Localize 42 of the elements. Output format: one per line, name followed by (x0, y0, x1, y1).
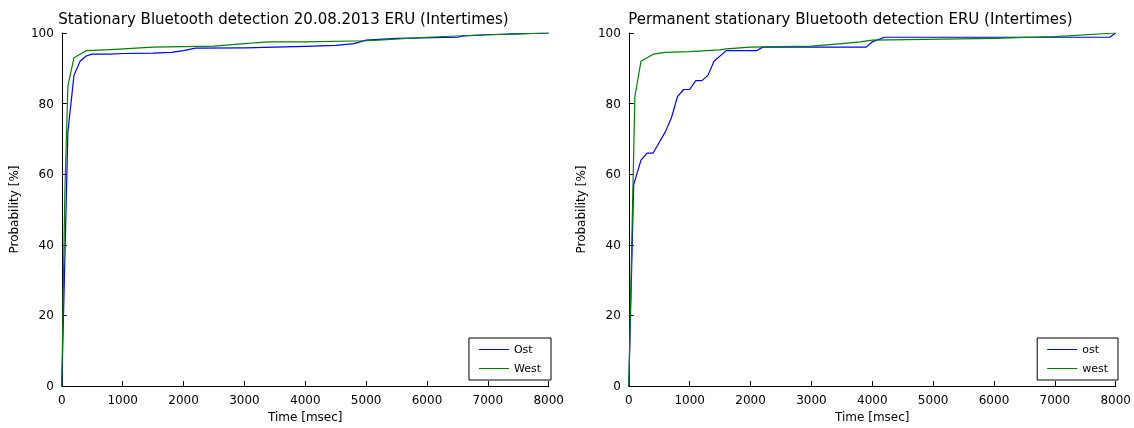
x-tick-label: 8000 (1100, 393, 1131, 408)
x-tick-label: 0 (57, 393, 66, 408)
x-tick-label: 4000 (289, 393, 321, 408)
x-tick-label: 4000 (856, 393, 888, 408)
x-tick-label: 5000 (917, 393, 949, 408)
x-axis-title: Time [msec] (267, 410, 343, 424)
y-tick-label: 60 (605, 167, 621, 182)
y-tick-label: 60 (38, 167, 54, 182)
x-tick-label: 0 (624, 393, 633, 408)
y-tick-label: 40 (605, 237, 621, 252)
y-tick-label: 100 (30, 26, 54, 40)
x-axis-title: Time [msec] (834, 410, 910, 424)
x-tick-label: 3000 (229, 393, 260, 408)
y-tick-label: 0 (46, 379, 54, 394)
line-series (61, 32, 550, 387)
x-tick-label: 2000 (168, 393, 199, 408)
x-tick-label: 7000 (472, 393, 504, 408)
y-tick-label: 80 (38, 96, 54, 111)
legend-label: ost (1082, 343, 1100, 356)
legend-label: west (1082, 362, 1109, 375)
line-series (628, 32, 1117, 387)
legend-label: West (513, 362, 542, 375)
chart-title: Permanent stationary Bluetooth detection ERU (Intertimes) (628, 9, 1073, 28)
x-tick-label: 6000 (411, 393, 443, 408)
x-tick-label: 3000 (796, 393, 827, 408)
y-tick-label: 20 (605, 308, 621, 323)
y-axis-title: Probability [%] (7, 165, 21, 254)
y-tick-label: 100 (597, 26, 621, 40)
x-tick-label: 6000 (978, 393, 1010, 408)
x-tick-label: 2000 (735, 393, 766, 408)
y-tick-label: 80 (605, 96, 621, 111)
x-tick-label: 5000 (350, 393, 382, 408)
x-tick-label: 1000 (674, 393, 705, 408)
y-axis-title: Probability [%] (574, 165, 588, 254)
x-tick-label: 1000 (107, 393, 138, 408)
x-tick-label: 8000 (533, 393, 564, 408)
y-tick-label: 40 (38, 237, 54, 252)
y-tick-label: 20 (38, 308, 54, 323)
chart-title: Stationary Bluetooth detection 20.08.2013 ERU (Intertimes) (58, 9, 509, 28)
legend-label: Ost (513, 343, 534, 356)
y-tick-label: 0 (613, 379, 621, 394)
x-tick-label: 7000 (1039, 393, 1071, 408)
